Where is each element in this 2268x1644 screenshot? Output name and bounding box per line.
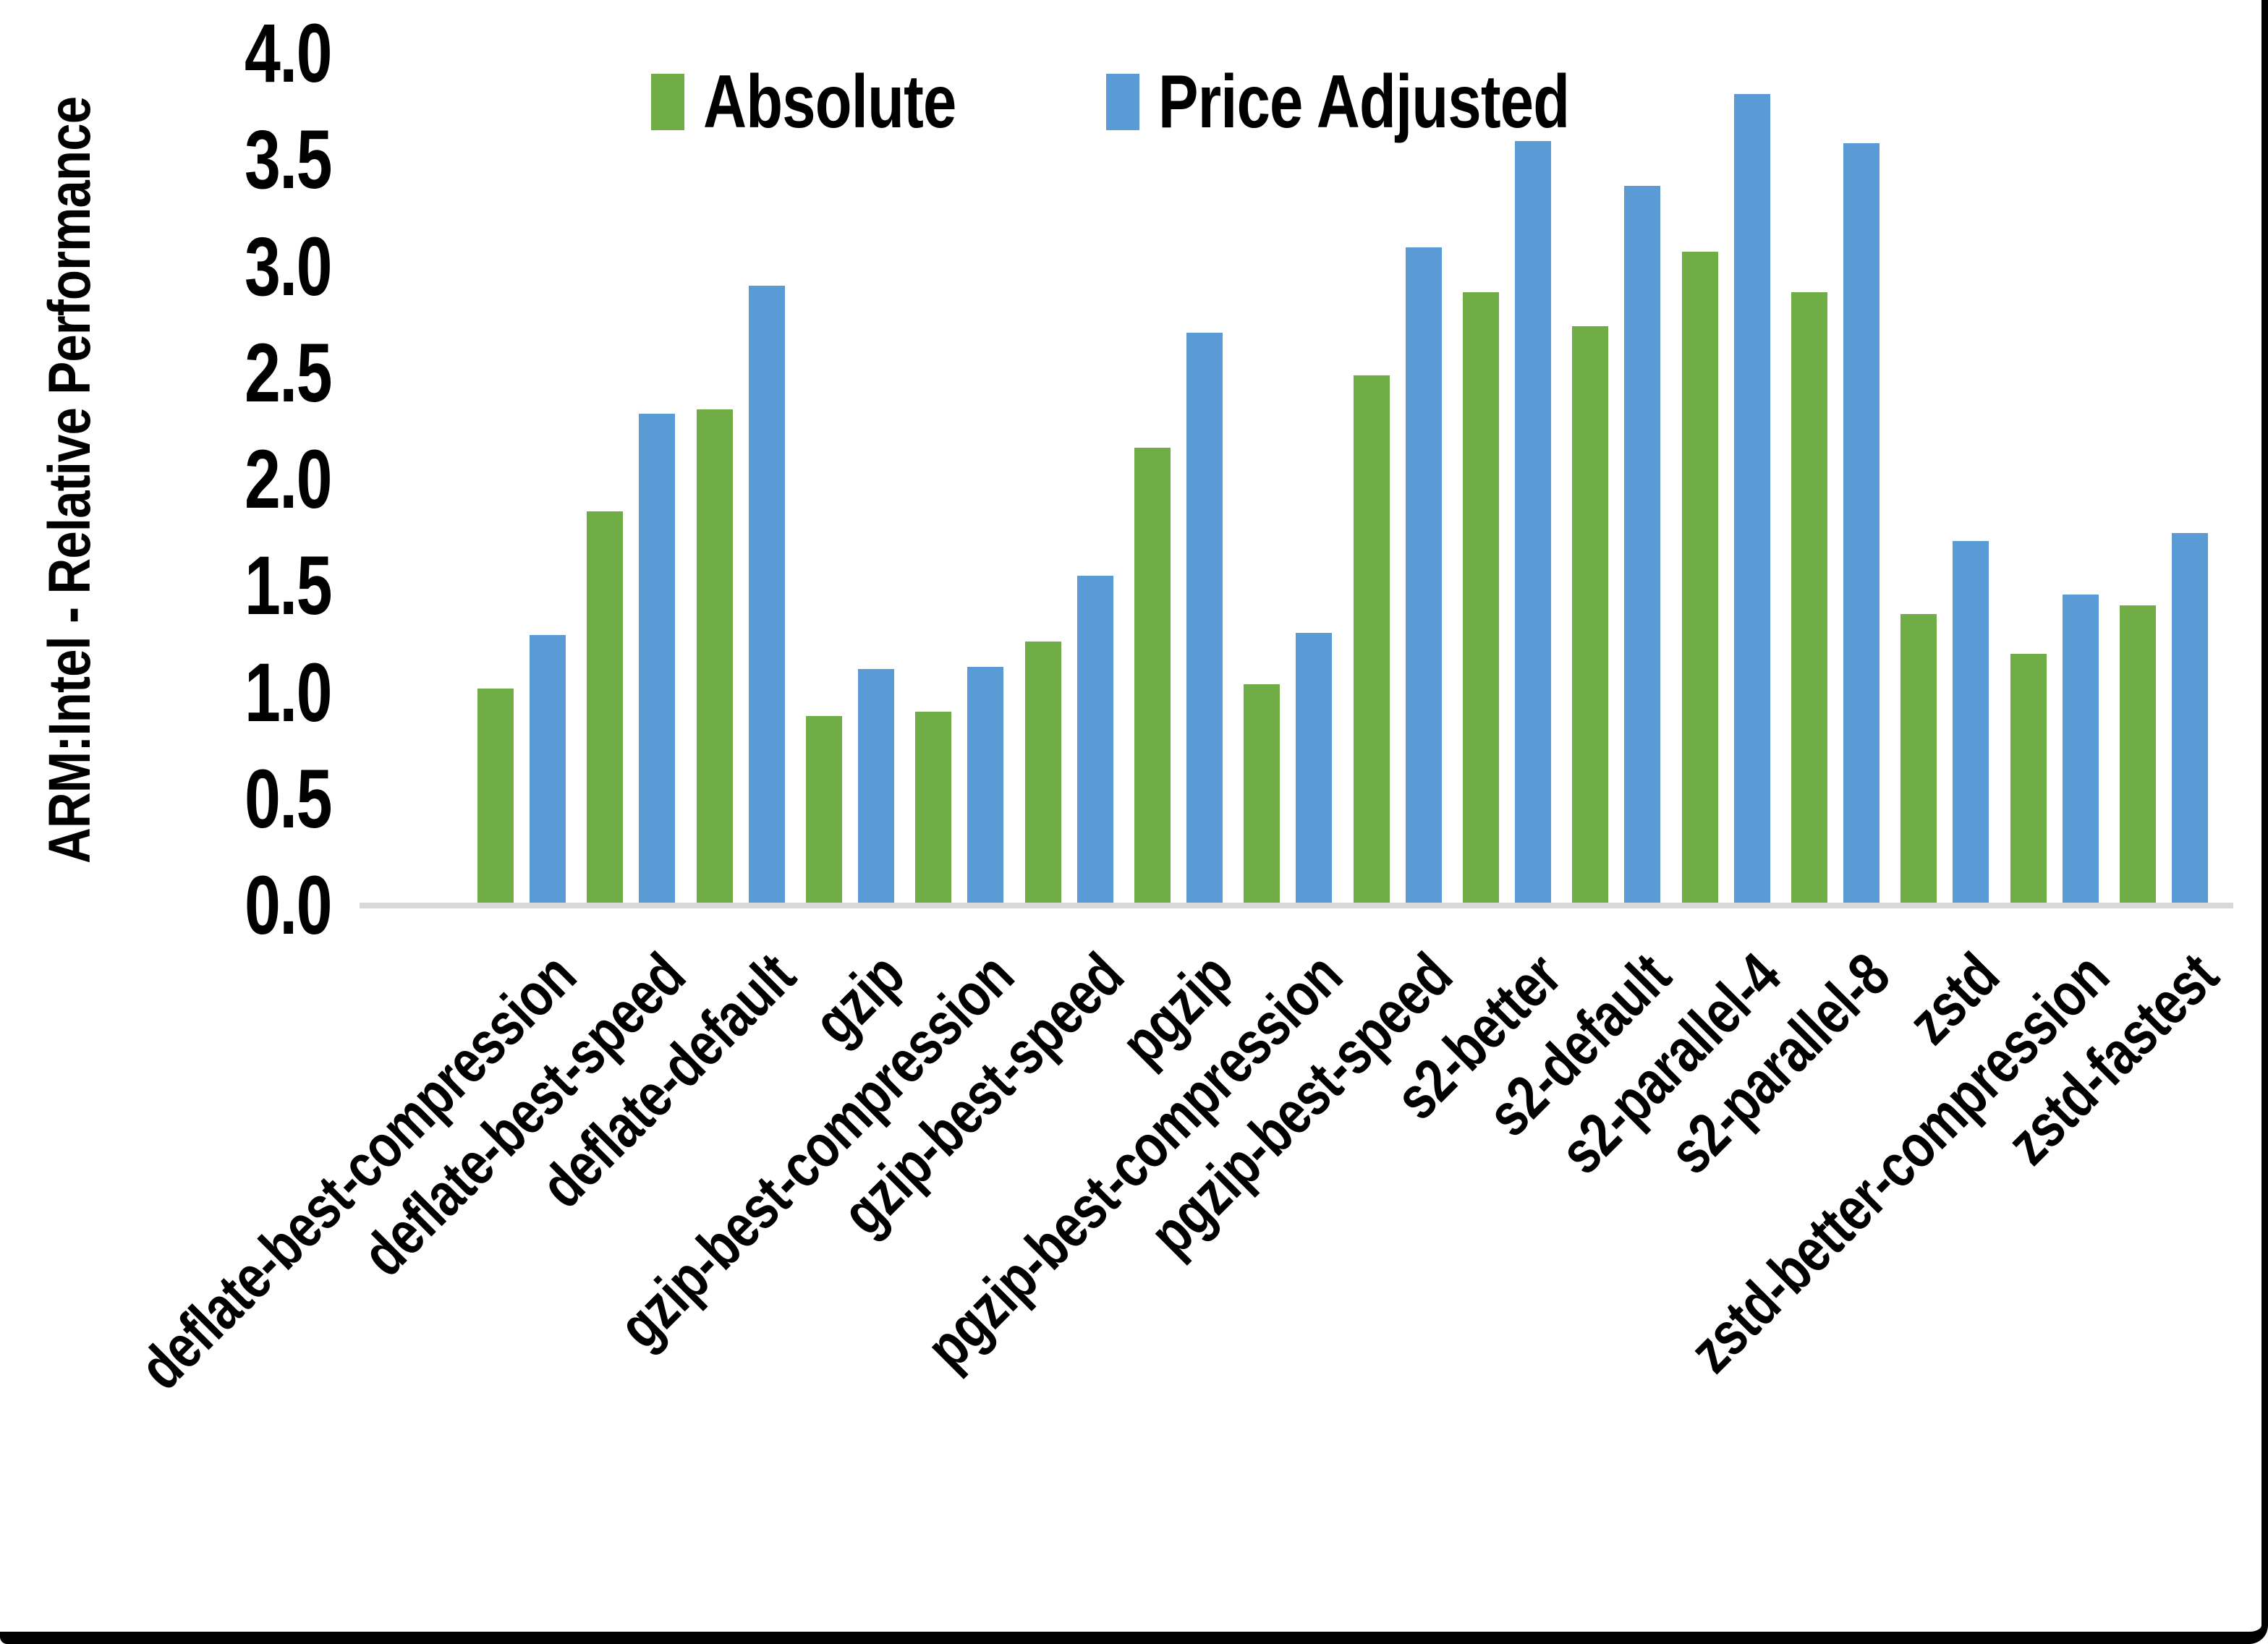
legend-swatch-absolute bbox=[651, 74, 684, 130]
bar-absolute-s2-parallel-8 bbox=[1791, 291, 1827, 906]
bar-price-adjusted-deflate-best-speed bbox=[639, 413, 676, 906]
y-tick-label-4.0: 4.0 bbox=[244, 7, 333, 100]
bar-absolute-deflate-default bbox=[696, 409, 733, 906]
legend-label-absolute: Absolute bbox=[703, 59, 956, 144]
bar-price-adjusted-s2-better bbox=[1514, 140, 1551, 906]
bar-price-adjusted-gzip-best-compression bbox=[967, 667, 1004, 906]
bar-absolute-gzip bbox=[805, 715, 842, 906]
y-tick-label-1.5: 1.5 bbox=[244, 540, 333, 633]
bar-price-adjusted-s2-default bbox=[1624, 185, 1661, 906]
bar-absolute-s2-default bbox=[1572, 325, 1609, 906]
bar-absolute-pgzip bbox=[1134, 447, 1171, 906]
x-axis-line bbox=[360, 903, 2233, 908]
bar-absolute-zstd bbox=[1900, 613, 1937, 906]
bar-absolute-gzip-best-compression bbox=[915, 712, 952, 906]
y-tick-label-2.0: 2.0 bbox=[244, 433, 333, 526]
y-tick-label-2.5: 2.5 bbox=[244, 326, 333, 419]
bar-absolute-zstd-fastest bbox=[2119, 605, 2156, 906]
bar-price-adjusted-zstd bbox=[1953, 541, 1989, 906]
bar-price-adjusted-zstd-better-compression bbox=[2062, 595, 2099, 906]
bar-price-adjusted-deflate-best-compression bbox=[530, 634, 566, 906]
bar-price-adjusted-pgzip-best-compression bbox=[1296, 633, 1333, 906]
bar-price-adjusted-pgzip-best-speed bbox=[1405, 247, 1442, 906]
bar-price-adjusted-gzip bbox=[857, 669, 894, 906]
bar-absolute-s2-better bbox=[1462, 291, 1499, 906]
bar-absolute-gzip-best-speed bbox=[1024, 641, 1061, 906]
bar-absolute-deflate-best-speed bbox=[587, 511, 624, 906]
y-tick-label-3.5: 3.5 bbox=[244, 114, 333, 207]
bar-absolute-deflate-best-compression bbox=[477, 688, 514, 906]
legend: Absolute Price Adjusted bbox=[651, 60, 1672, 144]
bar-price-adjusted-s2-parallel-8 bbox=[1843, 142, 1880, 906]
bar-price-adjusted-zstd-fastest bbox=[2171, 532, 2208, 906]
y-tick-label-0.5: 0.5 bbox=[244, 752, 333, 846]
bar-absolute-zstd-better-compression bbox=[2010, 654, 2047, 906]
bar-price-adjusted-gzip-best-speed bbox=[1076, 575, 1113, 906]
bar-absolute-pgzip-best-speed bbox=[1353, 375, 1390, 906]
y-tick-label-3.0: 3.0 bbox=[244, 220, 333, 313]
legend-swatch-price-adjusted bbox=[1105, 74, 1139, 130]
bar-absolute-s2-parallel-4 bbox=[1681, 251, 1718, 906]
legend-label-price-adjusted: Price Adjusted bbox=[1158, 59, 1570, 144]
y-tick-label-1.0: 1.0 bbox=[244, 646, 333, 739]
bar-price-adjusted-deflate-default bbox=[748, 286, 785, 906]
bar-absolute-pgzip-best-compression bbox=[1244, 683, 1280, 906]
bar-price-adjusted-pgzip bbox=[1186, 332, 1223, 906]
bar-price-adjusted-s2-parallel-4 bbox=[1733, 93, 1770, 906]
y-tick-label-0.0: 0.0 bbox=[244, 859, 333, 952]
y-axis-title: ARM:Intel - Relative Performance bbox=[37, 96, 103, 864]
